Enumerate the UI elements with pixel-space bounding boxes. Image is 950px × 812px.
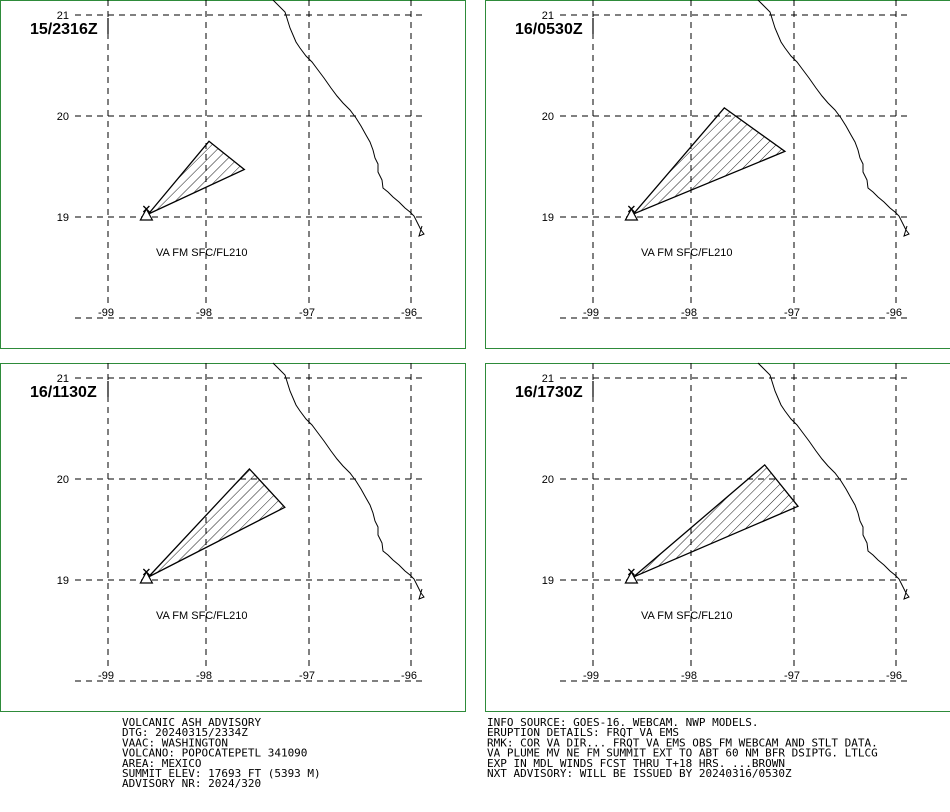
longitude-label: -96: [401, 307, 417, 319]
plume-altitude-label: VA FM SFC/FL210: [156, 247, 248, 259]
longitude-label: -97: [299, 307, 315, 319]
advisory-line: VOLCANO: POPOCATEPETL 341090: [122, 747, 307, 760]
longitude-label: -97: [784, 670, 800, 682]
summit-x-icon: [627, 568, 635, 576]
advisory-line: SUMMIT ELEV: 17693 FT (5393 M): [122, 767, 321, 780]
latitude-label: 20: [542, 111, 554, 123]
ash-plume-polygon: [147, 467, 286, 578]
longitude-label: -99: [583, 307, 599, 319]
advisory-line: RMK: COR VA DIR... FRQT VA EMS OBS FM WE…: [487, 736, 878, 749]
latitude-label: 20: [57, 474, 69, 486]
valid-time-label: 15/2316Z: [30, 21, 98, 38]
advisory-right-column: INFO SOURCE: GOES-16. WEBCAM. NWP MODELS…: [487, 716, 878, 780]
coastline: [272, 0, 425, 237]
latitude-label: 21: [57, 10, 69, 22]
advisory-line: EXP IN MDL WINDS FCST THRU T+18 HRS. ...…: [487, 757, 785, 770]
advisory-line: VOLCANIC ASH ADVISORY: [122, 716, 261, 729]
coastline: [757, 362, 910, 600]
latitude-label: 20: [542, 474, 554, 486]
volcano-triangle-icon: [624, 570, 639, 584]
advisory-line: DTG: 20240315/2334Z: [122, 726, 248, 739]
latitude-label: 19: [542, 212, 554, 224]
ash-plume-polygon: [147, 140, 246, 215]
longitude-label: -97: [784, 307, 800, 319]
longitude-label: -99: [98, 307, 114, 319]
longitude-label: -98: [681, 670, 697, 682]
plume-altitude-label: VA FM SFC/FL210: [156, 610, 248, 622]
longitude-label: -96: [401, 670, 417, 682]
advisory-line: AREA: MEXICO: [122, 757, 201, 770]
longitude-label: -96: [886, 670, 902, 682]
volcano-triangle-icon: [139, 570, 154, 584]
ash-plume-polygon: [632, 107, 787, 215]
advisory-line: NXT ADVISORY: WILL BE ISSUED BY 20240316…: [487, 767, 792, 780]
latitude-label: 21: [542, 373, 554, 385]
latitude-label: 19: [57, 575, 69, 587]
map-panel-2: 21 20 19 -99 -98 -97 -96 16/0530Z VA FM SFC/FL21…: [485, 0, 950, 349]
longitude-label: -98: [196, 307, 212, 319]
advisory-line: VAAC: WASHINGTON: [122, 736, 228, 749]
plume-altitude-label: VA FM SFC/FL210: [641, 247, 733, 259]
ash-plume-polygon: [632, 463, 800, 578]
latitude-label: 19: [57, 212, 69, 224]
longitude-label: -98: [681, 307, 697, 319]
advisory-line: ERUPTION DETAILS: FRQT VA EMS: [487, 726, 679, 739]
summit-x-icon: [627, 205, 635, 213]
advisory-line: INFO SOURCE: GOES-16. WEBCAM. NWP MODELS…: [487, 716, 759, 729]
map-panel-1: 21 20 19 -99 -98 -97 -96 15/2316Z VA FM SFC/FL21…: [0, 0, 466, 349]
map-panel-4: 21 20 19 -99 -98 -97 -96 16/1730Z VA FM SFC/FL21…: [485, 362, 950, 712]
longitude-label: -96: [886, 307, 902, 319]
latitude-label: 20: [57, 111, 69, 123]
map-panel-3: 21 20 19 -99 -98 -97 -96 16/1130Z VA FM SFC/FL21…: [0, 362, 466, 712]
valid-time-label: 16/1130Z: [30, 384, 97, 401]
coastline: [272, 362, 425, 600]
latitude-label: 21: [57, 373, 69, 385]
longitude-label: -97: [299, 670, 315, 682]
longitude-label: -98: [196, 670, 212, 682]
longitude-label: -99: [583, 670, 599, 682]
latitude-label: 21: [542, 10, 554, 22]
summit-x-icon: [142, 205, 150, 213]
longitude-label: -99: [98, 670, 114, 682]
advisory-line: VA PLUME MV NE FM SUMMIT EXT TO ABT 60 N…: [487, 747, 878, 760]
volcano-triangle-icon: [139, 207, 154, 221]
valid-time-label: 16/1730Z: [515, 384, 583, 401]
panel-frame: [0, 363, 466, 712]
plume-altitude-label: VA FM SFC/FL210: [641, 610, 733, 622]
latitude-label: 19: [542, 575, 554, 587]
valid-time-label: 16/0530Z: [515, 21, 583, 38]
coastline: [757, 0, 910, 237]
summit-x-icon: [142, 568, 150, 576]
volcano-triangle-icon: [624, 207, 639, 221]
advisory-line: ADVISORY NR: 2024/320: [122, 777, 261, 790]
